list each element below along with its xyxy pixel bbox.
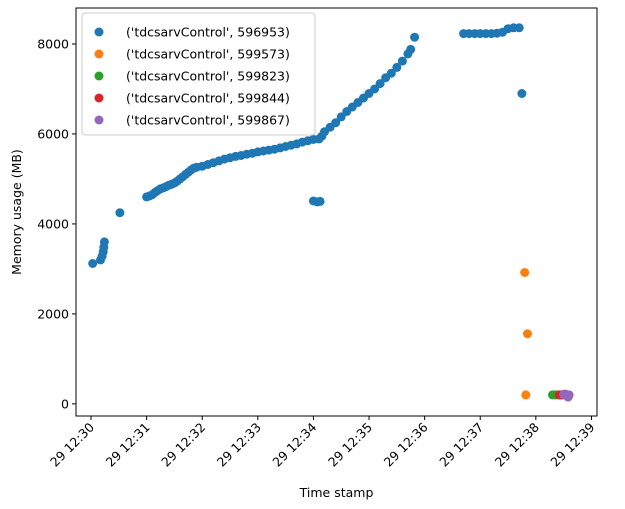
x-tick-label-9: 29 12:39 xyxy=(547,419,597,469)
x-tick-label-4: 29 12:34 xyxy=(269,419,319,469)
y-tick-label-4: 8000 xyxy=(37,36,69,51)
y-tick-label-2: 4000 xyxy=(37,216,69,231)
legend-marker-3 xyxy=(94,93,104,103)
y-tick-label-3: 6000 xyxy=(37,126,69,141)
data-point-s0-p6 xyxy=(115,208,125,218)
legend-marker-1 xyxy=(94,49,104,59)
data-point-s0-p50 xyxy=(315,196,325,206)
legend-label-0: ('tdcsarvControl', 596953) xyxy=(126,25,290,40)
data-point-s0-p61 xyxy=(370,84,380,94)
data-point-s0-p0 xyxy=(88,259,98,268)
x-tick-label-7: 29 12:37 xyxy=(436,420,486,470)
legend-label-3: ('tdcsarvControl', 599844) xyxy=(126,91,290,106)
x-tick-label-6: 29 12:36 xyxy=(381,419,431,469)
x-tick-label-8: 29 12:38 xyxy=(492,419,542,469)
data-point-s0-p62 xyxy=(375,79,385,89)
data-point-s0-p64 xyxy=(386,68,396,78)
data-point-s4-p4 xyxy=(564,390,574,400)
y-tick-label-0: 0 xyxy=(61,396,69,411)
legend-marker-0 xyxy=(94,27,104,37)
x-tick-label-0: 29 12:30 xyxy=(47,419,97,469)
data-point-s1-p1 xyxy=(523,329,532,339)
x-tick-label-2: 29 12:32 xyxy=(158,420,208,470)
legend-marker-2 xyxy=(94,71,104,81)
data-point-s0-p69 xyxy=(410,32,420,42)
data-point-s0-p68 xyxy=(406,44,416,54)
legend: ('tdcsarvControl', 596953) ('tdcsarvContr… xyxy=(81,12,316,136)
data-point-s0-p80 xyxy=(514,23,524,33)
data-point-s0-p65 xyxy=(392,62,402,72)
x-tick-label-1: 29 12:31 xyxy=(103,420,153,470)
legend-marker-4 xyxy=(94,115,104,125)
y-axis-label: Memory usage (MB) xyxy=(9,149,24,275)
legend-label-2: ('tdcsarvControl', 599823) xyxy=(126,69,290,84)
x-tick-label-5: 29 12:35 xyxy=(325,420,375,470)
data-point-s0-p54 xyxy=(331,118,341,128)
x-tick-label-3: 29 12:33 xyxy=(214,420,264,470)
data-point-s0-p66 xyxy=(397,56,407,66)
axes-frame xyxy=(75,7,598,417)
y-tick-label-1: 2000 xyxy=(37,306,69,321)
points-layer xyxy=(88,23,574,402)
data-point-s0-p81 xyxy=(517,89,527,98)
x-axis-label: Time stamp xyxy=(299,485,374,500)
legend-box xyxy=(81,12,316,136)
data-point-s0-p5 xyxy=(99,237,109,247)
data-point-s1-p2 xyxy=(521,390,531,400)
data-point-s0-p55 xyxy=(336,112,346,122)
legend-label-1: ('tdcsarvControl', 599573) xyxy=(126,47,290,62)
data-point-s1-p0 xyxy=(520,268,530,277)
legend-label-4: ('tdcsarvControl', 599867) xyxy=(126,113,290,128)
